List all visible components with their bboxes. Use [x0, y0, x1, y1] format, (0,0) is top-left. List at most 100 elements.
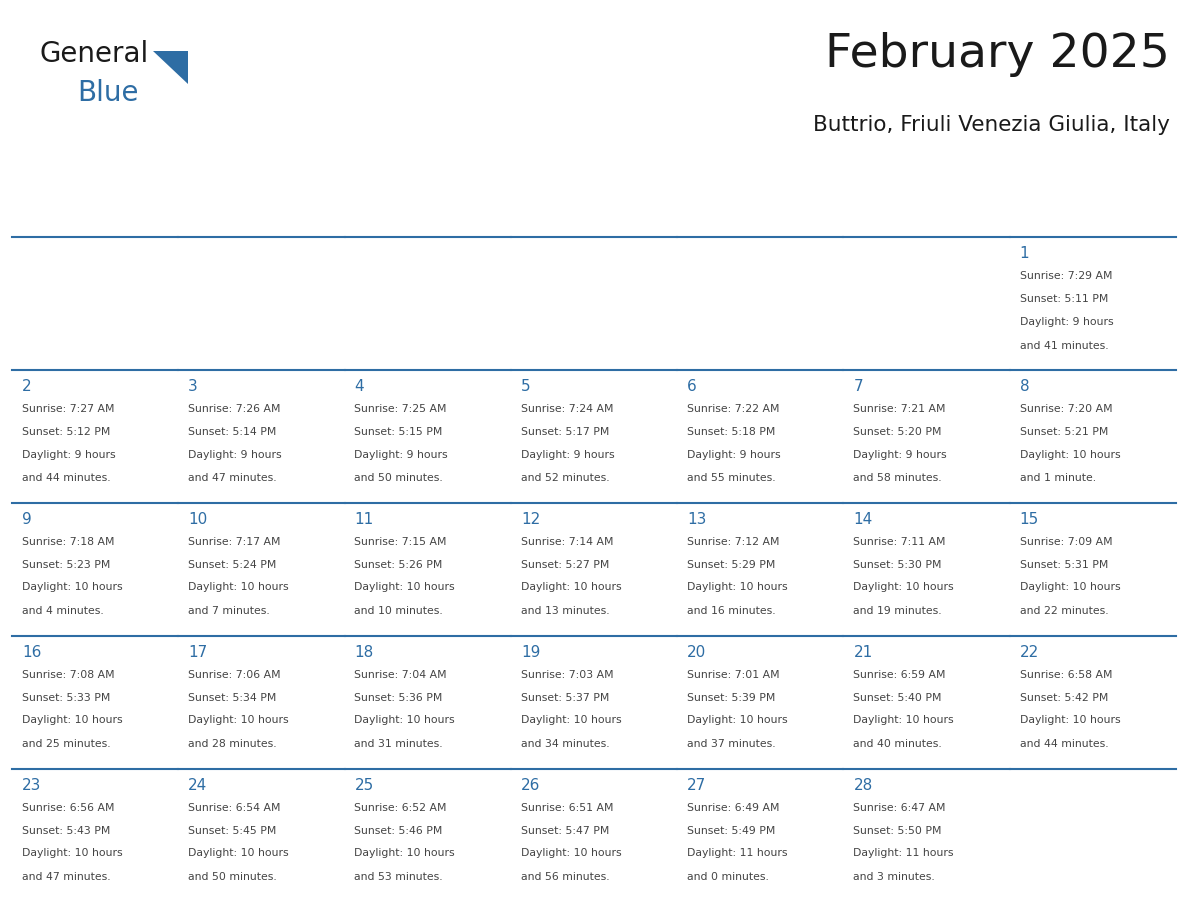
- Text: Daylight: 10 hours: Daylight: 10 hours: [520, 848, 621, 858]
- Text: Daylight: 9 hours: Daylight: 9 hours: [520, 450, 614, 460]
- Text: and 22 minutes.: and 22 minutes.: [1019, 607, 1108, 616]
- Text: Sunset: 5:45 PM: Sunset: 5:45 PM: [188, 825, 277, 835]
- Text: Sunset: 5:21 PM: Sunset: 5:21 PM: [1019, 427, 1108, 437]
- Text: Sunrise: 7:26 AM: Sunrise: 7:26 AM: [188, 404, 280, 414]
- Text: and 1 minute.: and 1 minute.: [1019, 474, 1095, 484]
- Text: Sunset: 5:37 PM: Sunset: 5:37 PM: [520, 693, 609, 703]
- Text: Daylight: 10 hours: Daylight: 10 hours: [1019, 450, 1120, 460]
- Text: Sunset: 5:30 PM: Sunset: 5:30 PM: [853, 560, 942, 570]
- Text: 16: 16: [21, 645, 42, 660]
- Text: 9: 9: [21, 512, 32, 527]
- Text: Sunrise: 6:49 AM: Sunrise: 6:49 AM: [687, 803, 779, 813]
- Text: Sunday: Sunday: [24, 212, 81, 227]
- Text: and 28 minutes.: and 28 minutes.: [188, 739, 277, 749]
- Text: Sunset: 5:34 PM: Sunset: 5:34 PM: [188, 693, 277, 703]
- Text: Sunrise: 6:51 AM: Sunrise: 6:51 AM: [520, 803, 613, 813]
- Text: and 44 minutes.: and 44 minutes.: [21, 474, 110, 484]
- Text: Sunrise: 7:11 AM: Sunrise: 7:11 AM: [853, 537, 946, 547]
- Text: Sunrise: 7:20 AM: Sunrise: 7:20 AM: [1019, 404, 1112, 414]
- Text: Daylight: 9 hours: Daylight: 9 hours: [1019, 317, 1113, 327]
- Text: Sunset: 5:26 PM: Sunset: 5:26 PM: [354, 560, 443, 570]
- Text: 25: 25: [354, 778, 374, 793]
- Text: Sunrise: 7:25 AM: Sunrise: 7:25 AM: [354, 404, 447, 414]
- Text: and 3 minutes.: and 3 minutes.: [853, 872, 935, 882]
- Text: Sunrise: 7:06 AM: Sunrise: 7:06 AM: [188, 670, 280, 680]
- Text: Daylight: 9 hours: Daylight: 9 hours: [21, 450, 115, 460]
- Text: Daylight: 9 hours: Daylight: 9 hours: [354, 450, 448, 460]
- Text: Daylight: 11 hours: Daylight: 11 hours: [687, 848, 788, 858]
- Text: and 47 minutes.: and 47 minutes.: [21, 872, 110, 882]
- Text: Daylight: 10 hours: Daylight: 10 hours: [1019, 582, 1120, 592]
- Text: and 50 minutes.: and 50 minutes.: [354, 474, 443, 484]
- Text: Daylight: 10 hours: Daylight: 10 hours: [520, 582, 621, 592]
- Text: 14: 14: [853, 512, 873, 527]
- Text: Daylight: 10 hours: Daylight: 10 hours: [354, 582, 455, 592]
- Text: 28: 28: [853, 778, 873, 793]
- Text: Sunrise: 6:52 AM: Sunrise: 6:52 AM: [354, 803, 447, 813]
- Text: 11: 11: [354, 512, 374, 527]
- Text: Sunset: 5:36 PM: Sunset: 5:36 PM: [354, 693, 443, 703]
- Text: Sunset: 5:27 PM: Sunset: 5:27 PM: [520, 560, 609, 570]
- Text: Sunset: 5:18 PM: Sunset: 5:18 PM: [687, 427, 776, 437]
- Text: Sunset: 5:46 PM: Sunset: 5:46 PM: [354, 825, 443, 835]
- Text: 20: 20: [687, 645, 707, 660]
- Text: Sunrise: 6:59 AM: Sunrise: 6:59 AM: [853, 670, 946, 680]
- Text: Sunset: 5:23 PM: Sunset: 5:23 PM: [21, 560, 110, 570]
- Text: Sunrise: 6:47 AM: Sunrise: 6:47 AM: [853, 803, 946, 813]
- Text: Daylight: 10 hours: Daylight: 10 hours: [354, 848, 455, 858]
- Text: and 47 minutes.: and 47 minutes.: [188, 474, 277, 484]
- Text: and 56 minutes.: and 56 minutes.: [520, 872, 609, 882]
- Text: Sunset: 5:43 PM: Sunset: 5:43 PM: [21, 825, 110, 835]
- Text: 7: 7: [853, 379, 864, 394]
- Text: 21: 21: [853, 645, 873, 660]
- Text: Buttrio, Friuli Venezia Giulia, Italy: Buttrio, Friuli Venezia Giulia, Italy: [814, 115, 1170, 135]
- Text: and 50 minutes.: and 50 minutes.: [188, 872, 277, 882]
- Text: Daylight: 10 hours: Daylight: 10 hours: [354, 715, 455, 725]
- Text: Sunset: 5:17 PM: Sunset: 5:17 PM: [520, 427, 609, 437]
- Text: Daylight: 10 hours: Daylight: 10 hours: [853, 715, 954, 725]
- Text: Daylight: 10 hours: Daylight: 10 hours: [687, 715, 788, 725]
- Text: 4: 4: [354, 379, 365, 394]
- Text: Sunset: 5:24 PM: Sunset: 5:24 PM: [188, 560, 277, 570]
- Text: Sunrise: 6:58 AM: Sunrise: 6:58 AM: [1019, 670, 1112, 680]
- Text: Blue: Blue: [77, 79, 139, 107]
- Text: Sunset: 5:31 PM: Sunset: 5:31 PM: [1019, 560, 1108, 570]
- Text: Sunset: 5:40 PM: Sunset: 5:40 PM: [853, 693, 942, 703]
- Text: and 44 minutes.: and 44 minutes.: [1019, 739, 1108, 749]
- Text: Sunset: 5:20 PM: Sunset: 5:20 PM: [853, 427, 942, 437]
- Text: February 2025: February 2025: [826, 32, 1170, 77]
- Text: Daylight: 10 hours: Daylight: 10 hours: [21, 582, 122, 592]
- Text: 10: 10: [188, 512, 208, 527]
- Text: Sunrise: 7:29 AM: Sunrise: 7:29 AM: [1019, 272, 1112, 282]
- Text: 18: 18: [354, 645, 374, 660]
- Text: Daylight: 11 hours: Daylight: 11 hours: [853, 848, 954, 858]
- Text: and 53 minutes.: and 53 minutes.: [354, 872, 443, 882]
- Text: Daylight: 10 hours: Daylight: 10 hours: [853, 582, 954, 592]
- Text: Daylight: 10 hours: Daylight: 10 hours: [188, 715, 289, 725]
- Polygon shape: [153, 50, 188, 84]
- Text: and 13 minutes.: and 13 minutes.: [520, 607, 609, 616]
- Text: Sunset: 5:42 PM: Sunset: 5:42 PM: [1019, 693, 1108, 703]
- Text: 6: 6: [687, 379, 697, 394]
- Text: Sunrise: 7:17 AM: Sunrise: 7:17 AM: [188, 537, 280, 547]
- Text: 13: 13: [687, 512, 707, 527]
- Text: Daylight: 10 hours: Daylight: 10 hours: [21, 715, 122, 725]
- Text: and 41 minutes.: and 41 minutes.: [1019, 341, 1108, 351]
- Text: and 37 minutes.: and 37 minutes.: [687, 739, 776, 749]
- Text: Sunset: 5:14 PM: Sunset: 5:14 PM: [188, 427, 277, 437]
- Text: 3: 3: [188, 379, 198, 394]
- Text: 19: 19: [520, 645, 541, 660]
- Text: Daylight: 9 hours: Daylight: 9 hours: [188, 450, 282, 460]
- Text: Sunrise: 7:27 AM: Sunrise: 7:27 AM: [21, 404, 114, 414]
- Text: Sunset: 5:39 PM: Sunset: 5:39 PM: [687, 693, 776, 703]
- Text: Daylight: 10 hours: Daylight: 10 hours: [188, 582, 289, 592]
- Text: 22: 22: [1019, 645, 1040, 660]
- Text: Sunrise: 7:08 AM: Sunrise: 7:08 AM: [21, 670, 114, 680]
- Text: and 58 minutes.: and 58 minutes.: [853, 474, 942, 484]
- Text: Sunset: 5:33 PM: Sunset: 5:33 PM: [21, 693, 110, 703]
- Text: Sunset: 5:49 PM: Sunset: 5:49 PM: [687, 825, 776, 835]
- Text: and 0 minutes.: and 0 minutes.: [687, 872, 769, 882]
- Text: Wednesday: Wednesday: [523, 212, 612, 227]
- Text: Monday: Monday: [190, 212, 251, 227]
- Text: Daylight: 9 hours: Daylight: 9 hours: [853, 450, 947, 460]
